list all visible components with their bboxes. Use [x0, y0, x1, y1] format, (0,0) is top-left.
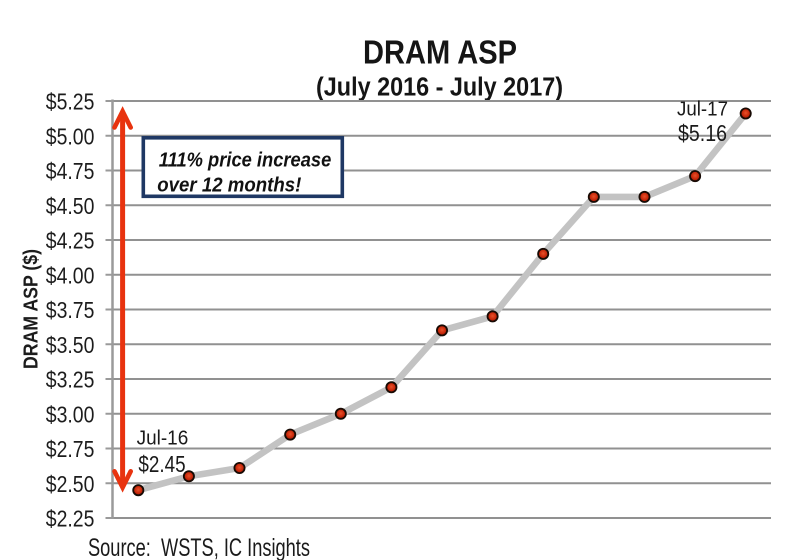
- svg-text:(July 2016 - July 2017): (July 2016 - July 2017): [316, 74, 563, 102]
- svg-text:$5.00: $5.00: [46, 123, 95, 149]
- svg-text:over 12 months!: over 12 months!: [157, 174, 301, 197]
- svg-text:$2.25: $2.25: [46, 506, 95, 532]
- svg-text:$4.50: $4.50: [46, 193, 95, 219]
- svg-text:Jul-17: Jul-17: [677, 99, 728, 121]
- svg-text:Source: WSTS, IC Insights: Source: WSTS, IC Insights: [88, 534, 310, 560]
- svg-text:111% price increase: 111% price increase: [159, 149, 331, 172]
- svg-text:DRAM ASP: DRAM ASP: [363, 34, 517, 71]
- svg-text:$3.75: $3.75: [46, 297, 95, 323]
- svg-text:$3.50: $3.50: [46, 332, 95, 358]
- svg-text:$5.16: $5.16: [678, 120, 727, 146]
- svg-text:$5.25: $5.25: [46, 89, 95, 115]
- svg-text:$3.25: $3.25: [46, 367, 95, 393]
- svg-text:DRAM ASP ($): DRAM ASP ($): [21, 249, 43, 369]
- svg-text:Jul-16: Jul-16: [137, 427, 189, 449]
- svg-text:$4.00: $4.00: [46, 262, 95, 288]
- svg-text:$2.50: $2.50: [46, 471, 95, 497]
- svg-text:$2.75: $2.75: [46, 436, 95, 462]
- svg-text:$4.75: $4.75: [46, 158, 95, 184]
- svg-text:$3.00: $3.00: [46, 401, 95, 427]
- svg-text:$4.25: $4.25: [46, 228, 95, 254]
- svg-text:$2.45: $2.45: [138, 451, 185, 477]
